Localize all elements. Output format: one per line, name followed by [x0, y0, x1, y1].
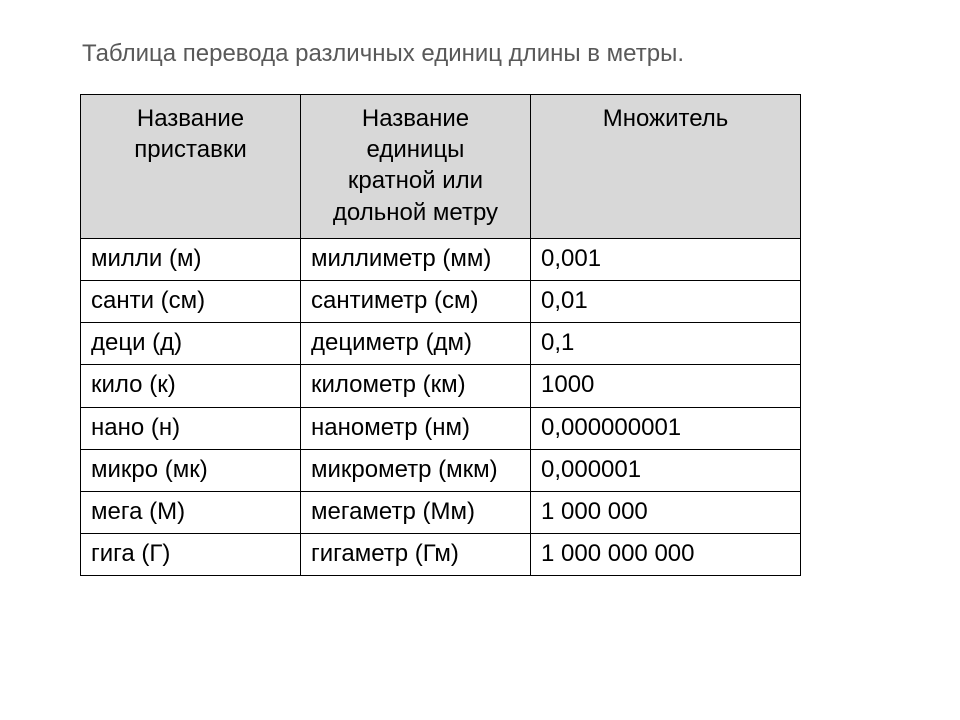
col-header-text: дольной метру — [307, 197, 524, 228]
page-title: Таблица перевода различных единиц длины … — [82, 40, 880, 68]
table-row: мега (М) мегаметр (Мм) 1 000 000 — [81, 491, 801, 533]
table-row: микро (мк) микрометр (мкм) 0,000001 — [81, 449, 801, 491]
col-header-text: Название — [307, 103, 524, 134]
cell-multiplier: 1 000 000 — [531, 491, 801, 533]
cell-multiplier: 0,000001 — [531, 449, 801, 491]
cell-unit: гигаметр (Гм) — [301, 534, 531, 576]
col-header-text: Название — [87, 103, 294, 134]
cell-prefix: мега (М) — [81, 491, 301, 533]
table-header-row: Название приставки Название единицы крат… — [81, 95, 801, 239]
table-header: Название приставки Название единицы крат… — [81, 95, 801, 239]
col-header-text: единицы — [307, 134, 524, 165]
cell-multiplier: 1 000 000 000 — [531, 534, 801, 576]
table-row: милли (м) миллиметр (мм) 0,001 — [81, 238, 801, 280]
col-header-unit: Название единицы кратной или дольной мет… — [301, 95, 531, 239]
cell-prefix: кило (к) — [81, 365, 301, 407]
cell-multiplier: 0,1 — [531, 323, 801, 365]
col-header-text: приставки — [87, 134, 294, 165]
cell-unit: миллиметр (мм) — [301, 238, 531, 280]
table-body: милли (м) миллиметр (мм) 0,001 санти (см… — [81, 238, 801, 576]
cell-multiplier: 0,01 — [531, 280, 801, 322]
col-header-multiplier: Множитель — [531, 95, 801, 239]
col-header-text: Множитель — [537, 103, 794, 134]
units-table: Название приставки Название единицы крат… — [80, 94, 801, 576]
table-row: нано (н) нанометр (нм) 0,000000001 — [81, 407, 801, 449]
cell-multiplier: 1000 — [531, 365, 801, 407]
col-header-text: кратной или — [307, 165, 524, 196]
cell-prefix: милли (м) — [81, 238, 301, 280]
cell-prefix: нано (н) — [81, 407, 301, 449]
table-row: гига (Г) гигаметр (Гм) 1 000 000 000 — [81, 534, 801, 576]
table-row: кило (к) километр (км) 1000 — [81, 365, 801, 407]
cell-prefix: гига (Г) — [81, 534, 301, 576]
cell-unit: километр (км) — [301, 365, 531, 407]
table-row: деци (д) дециметр (дм) 0,1 — [81, 323, 801, 365]
cell-unit: микрометр (мкм) — [301, 449, 531, 491]
cell-prefix: микро (мк) — [81, 449, 301, 491]
cell-unit: нанометр (нм) — [301, 407, 531, 449]
cell-unit: сантиметр (см) — [301, 280, 531, 322]
cell-prefix: деци (д) — [81, 323, 301, 365]
cell-unit: мегаметр (Мм) — [301, 491, 531, 533]
cell-multiplier: 0,001 — [531, 238, 801, 280]
page: Таблица перевода различных единиц длины … — [0, 0, 880, 576]
cell-unit: дециметр (дм) — [301, 323, 531, 365]
table-row: санти (см) сантиметр (см) 0,01 — [81, 280, 801, 322]
cell-prefix: санти (см) — [81, 280, 301, 322]
col-header-prefix: Название приставки — [81, 95, 301, 239]
cell-multiplier: 0,000000001 — [531, 407, 801, 449]
